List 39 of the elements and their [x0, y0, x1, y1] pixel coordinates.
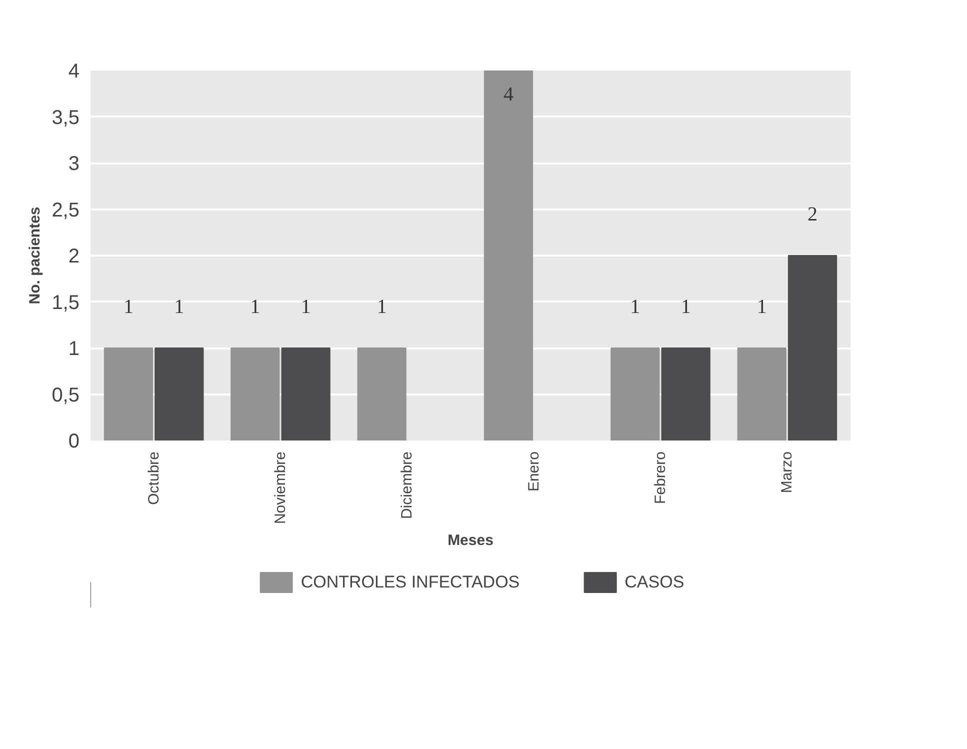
y-tick-label: 2,5 [52, 199, 80, 222]
data-label: 1 [300, 296, 311, 318]
bar [610, 348, 660, 440]
y-tick-label: 2 [68, 246, 80, 268]
x-tick-label: Febrero [652, 451, 669, 504]
y-tick-label: 1,5 [52, 292, 80, 314]
data-label: 1 [756, 296, 767, 318]
bar [788, 255, 838, 440]
y-tick-label: 3 [68, 153, 80, 175]
bar [154, 348, 204, 440]
bar [484, 70, 534, 440]
legend-label: CONTROLES INFECTADOS [300, 572, 520, 592]
y-tick-label: 4 [68, 60, 80, 82]
data-label: 1 [174, 296, 184, 318]
y-tick-label: 0 [68, 430, 80, 452]
x-axis-title: Meses [448, 532, 494, 550]
x-tick-label: Octubre [145, 452, 162, 505]
x-tick-label: Marzo [778, 451, 796, 494]
data-label: 4 [504, 84, 514, 106]
y-axis-title: No. pacientes [26, 206, 44, 304]
x-tick-label: Noviembre [272, 451, 289, 524]
y-tick-label: 0,5 [52, 384, 80, 406]
bar [737, 348, 786, 440]
data-label: 1 [630, 296, 640, 318]
data-label: 1 [680, 296, 691, 318]
bar [104, 348, 154, 440]
x-tick-label: Enero [525, 451, 542, 492]
y-tick-label: 1 [68, 338, 80, 360]
bar [281, 348, 330, 440]
data-label: 1 [376, 296, 387, 318]
data-label: 1 [250, 296, 260, 318]
data-label: 1 [124, 296, 134, 318]
bar [357, 348, 406, 440]
data-label: 2 [808, 204, 818, 226]
y-tick-label: 3,5 [52, 106, 80, 129]
bar [661, 348, 710, 440]
bar [230, 348, 280, 440]
x-tick-label: Diciembre [398, 452, 416, 520]
legend-label: CASOS [624, 572, 684, 592]
